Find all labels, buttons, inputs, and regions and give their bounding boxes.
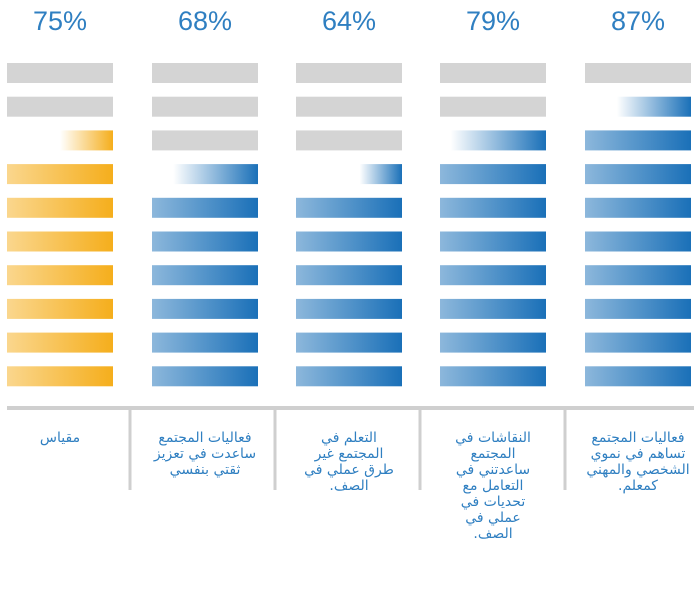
segment (7, 63, 113, 83)
segment (440, 130, 546, 151)
segment (296, 164, 402, 185)
segment (585, 63, 691, 83)
segment (7, 366, 113, 387)
segment (152, 164, 258, 185)
bar (296, 63, 402, 387)
bar (152, 63, 258, 387)
segment (440, 265, 546, 286)
segment (7, 197, 113, 218)
segment (152, 265, 258, 286)
segment (585, 265, 691, 286)
segment (7, 130, 113, 151)
value-label: 79% (466, 6, 520, 36)
segment (585, 164, 691, 185)
segment (585, 96, 691, 117)
segment (296, 63, 402, 83)
bar (440, 63, 546, 387)
value-label: 68% (178, 6, 232, 36)
segment (152, 332, 258, 353)
value-label: 87% (611, 6, 665, 36)
segment (296, 265, 402, 286)
segment (440, 63, 546, 83)
segment (585, 231, 691, 252)
segment (152, 96, 258, 117)
segment (296, 197, 402, 218)
segment (440, 231, 546, 252)
segment (296, 130, 402, 151)
category-label: مقياس (39, 430, 81, 446)
segment (440, 164, 546, 185)
segment (440, 332, 546, 353)
segment (7, 164, 113, 185)
segment (296, 332, 402, 353)
segment (296, 366, 402, 387)
segment (296, 298, 402, 319)
segment (152, 63, 258, 83)
segment (7, 265, 113, 286)
segment (152, 366, 258, 387)
segment (152, 231, 258, 252)
segment (7, 298, 113, 319)
segment (7, 332, 113, 353)
segment (440, 197, 546, 218)
bar (585, 63, 691, 387)
segment (440, 366, 546, 387)
segment (585, 197, 691, 218)
segment (296, 231, 402, 252)
segment (585, 366, 691, 387)
segment (152, 298, 258, 319)
segment (585, 130, 691, 151)
segment (585, 332, 691, 353)
bar (7, 63, 113, 387)
category-label: فعاليات المجتمع تساهم في نموي الشخصي وال… (586, 430, 690, 494)
segment (440, 298, 546, 319)
segment (585, 298, 691, 319)
category-label: التعلم في المجتمع غير طرق عملي في الصف. (304, 430, 394, 494)
segment (440, 96, 546, 117)
segment (152, 197, 258, 218)
segment (7, 231, 113, 252)
segment (152, 130, 258, 151)
value-label: 75% (33, 6, 87, 36)
value-label: 64% (322, 6, 376, 36)
category-label: النقاشات في المجتمع ساعدتني في التعامل م… (455, 430, 531, 542)
segment (7, 96, 113, 117)
segment (296, 96, 402, 117)
category-label: فعاليات المجتمع ساعدت في تعزيز ثقتي بنفس… (153, 430, 257, 478)
